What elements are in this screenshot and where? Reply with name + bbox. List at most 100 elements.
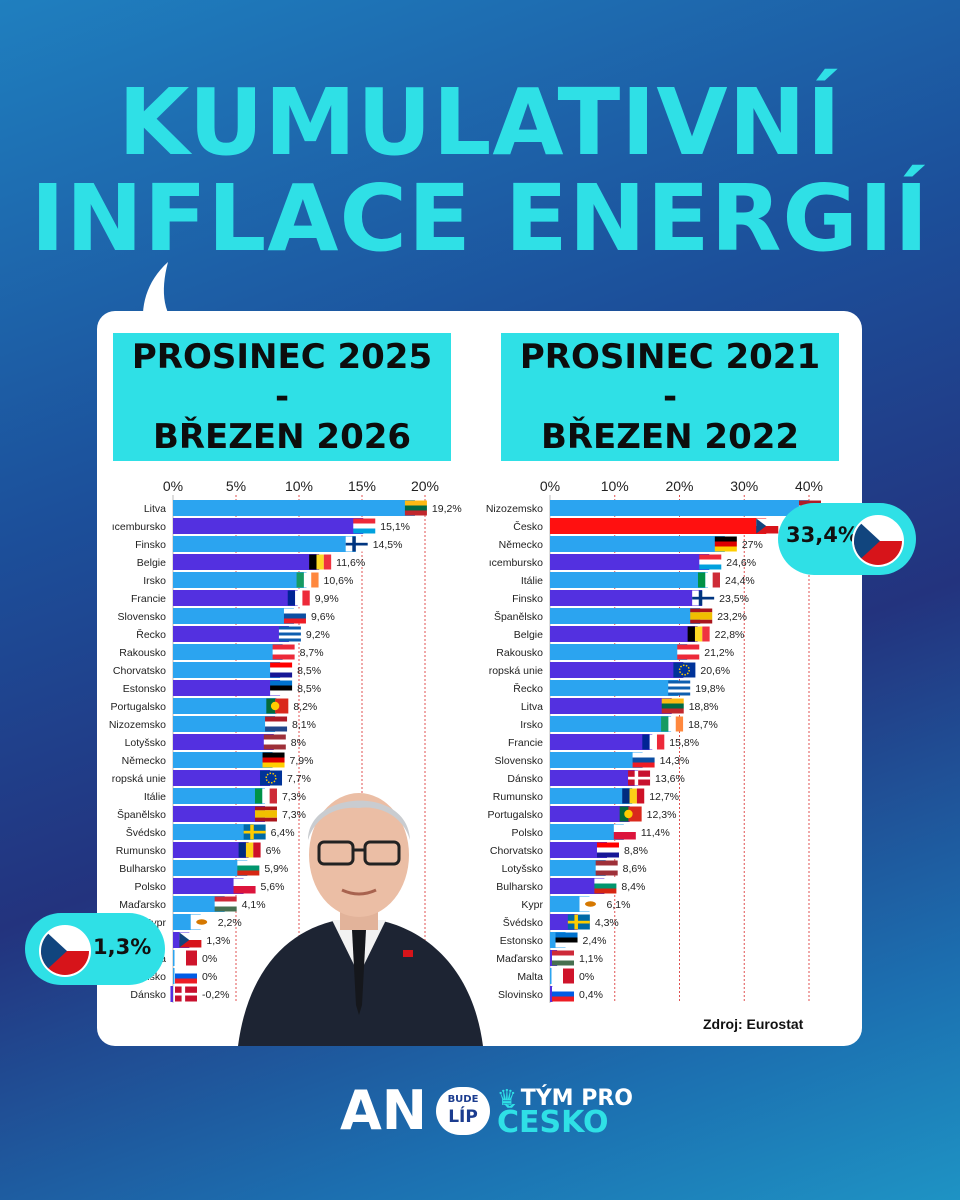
title-line-1: KUMULATIVNÍ [118, 69, 842, 176]
flag-lu-icon [699, 554, 722, 570]
category-label: Maďarsko [496, 953, 543, 965]
flag-at-icon [272, 644, 295, 660]
category-label: Portugalsko [488, 809, 544, 821]
category-label: Česko [513, 520, 543, 533]
bar-nizozemsko [173, 716, 276, 732]
flag-es-icon [690, 608, 713, 624]
value-label: 7,9% [290, 755, 314, 767]
value-label: 11,6% [336, 557, 365, 569]
category-label: Irsko [143, 575, 166, 587]
bar-portugalsko [550, 806, 630, 822]
category-label: Litva [521, 701, 543, 713]
flag-de-icon [714, 536, 737, 552]
x-tick-label: 5% [226, 478, 246, 494]
flag-dk-icon [628, 770, 651, 786]
flag-it-icon [697, 572, 720, 588]
value-label: 5,6% [261, 881, 285, 893]
category-label: Rakousko [496, 647, 543, 659]
source-note: Zdroj: Eurostat [703, 1016, 804, 1032]
flag-ro-icon [238, 842, 261, 858]
x-tick-label: 30% [730, 478, 758, 494]
bar-slovensko [173, 608, 294, 624]
bar-španělsko [550, 608, 701, 624]
flag-es-icon [254, 806, 277, 822]
flag-ee-icon [555, 932, 578, 948]
category-label: Nizozemsko [486, 503, 543, 515]
flag-sk-icon [632, 752, 655, 768]
bar-polsko [173, 878, 244, 894]
bar-lucembursko [550, 554, 710, 570]
bar-itálie [550, 572, 708, 588]
value-label: 8,7% [300, 647, 324, 659]
bar-finsko [173, 536, 356, 552]
x-tick-label: 40% [795, 478, 823, 494]
bude-text: BUDE [447, 1094, 479, 1105]
category-label: ropská unie [489, 665, 543, 677]
bar-bulharsko [550, 878, 605, 894]
category-label: Estonsko [500, 935, 543, 947]
value-label: 8,4% [621, 881, 645, 893]
tym-pro-label: TÝM PRO [520, 1086, 633, 1111]
category-label: Kypr [521, 899, 543, 911]
bar-slovinsko [173, 968, 175, 984]
bar-itálie [173, 788, 265, 804]
category-label: Belgie [514, 629, 543, 641]
flag-bg-icon [237, 860, 260, 876]
value-label: 20,6% [700, 665, 730, 677]
flag-eu-icon [260, 770, 283, 786]
category-label: ıcembursko [112, 521, 166, 533]
title-line-2: INFLACE ENERGIÍ [30, 165, 930, 272]
value-label: 5,9% [264, 863, 288, 875]
category-label: Polsko [511, 827, 543, 839]
flag-at-icon [677, 644, 700, 660]
value-label: 19,8% [695, 683, 725, 695]
category-label: Bulharsko [496, 881, 543, 893]
value-label: 8,8% [624, 845, 648, 857]
bar-malta [173, 950, 175, 966]
left-header-line-2: - [274, 377, 290, 417]
value-label: 12,3% [647, 809, 677, 821]
bar-evropská-unie [173, 770, 271, 786]
value-label: 0% [202, 971, 217, 983]
bar-irsko [550, 716, 672, 732]
value-label: 4,3% [595, 917, 619, 929]
value-label: 23,5% [719, 593, 749, 605]
category-label: Rakousko [119, 647, 166, 659]
value-label: 2,4% [583, 935, 607, 947]
value-label: 11,4% [641, 827, 670, 839]
bar-rakousko [173, 644, 283, 660]
flag-it-icon [254, 788, 277, 804]
value-label: 2,2% [218, 917, 242, 929]
cesko-text: ČESKO [497, 1105, 609, 1140]
flag-lv-icon [263, 734, 286, 750]
flag-hu-icon [552, 950, 574, 966]
category-label: Německo [122, 755, 167, 767]
category-label: Řecko [513, 682, 543, 695]
value-label: 15,8% [669, 737, 699, 749]
bar-francie [173, 590, 298, 606]
category-label: Rumunsko [116, 845, 166, 857]
flag-si-icon [175, 968, 197, 984]
bude-lip-badge: BUDE LÍP [436, 1087, 490, 1135]
flag-bg-icon [594, 878, 617, 894]
right-bar-chart: 0% 10% 20% 30% 40% Nizozemsko Česko Německo 27% ı… [486, 478, 823, 1003]
value-label: 1,3% [206, 935, 230, 947]
category-label: Itálie [521, 575, 543, 587]
category-label: Portugalsko [111, 701, 167, 713]
category-label: Španělsko [494, 610, 543, 623]
x-tick-label: 20% [411, 478, 439, 494]
ano-logo-text: AN [340, 1079, 427, 1142]
category-label: Lotyšsko [502, 863, 544, 875]
value-label: 8% [291, 737, 306, 749]
x-tick-label: 15% [348, 478, 376, 494]
flag-lt-icon [404, 500, 427, 516]
value-label: 7,7% [287, 773, 311, 785]
category-label: Finsko [512, 593, 543, 605]
value-label: 22,8% [715, 629, 745, 641]
value-label: 23,2% [717, 611, 747, 623]
category-label: Rumunsko [493, 791, 543, 803]
left-bar-chart: 0% 5% 10% 15% 20% Litva 19,2% ıcembursko 15,1% Fi… [109, 478, 462, 1003]
czech-callout-right: 33,4% [778, 503, 916, 575]
value-label: 13,6% [655, 773, 685, 785]
value-label: 0% [202, 953, 217, 965]
